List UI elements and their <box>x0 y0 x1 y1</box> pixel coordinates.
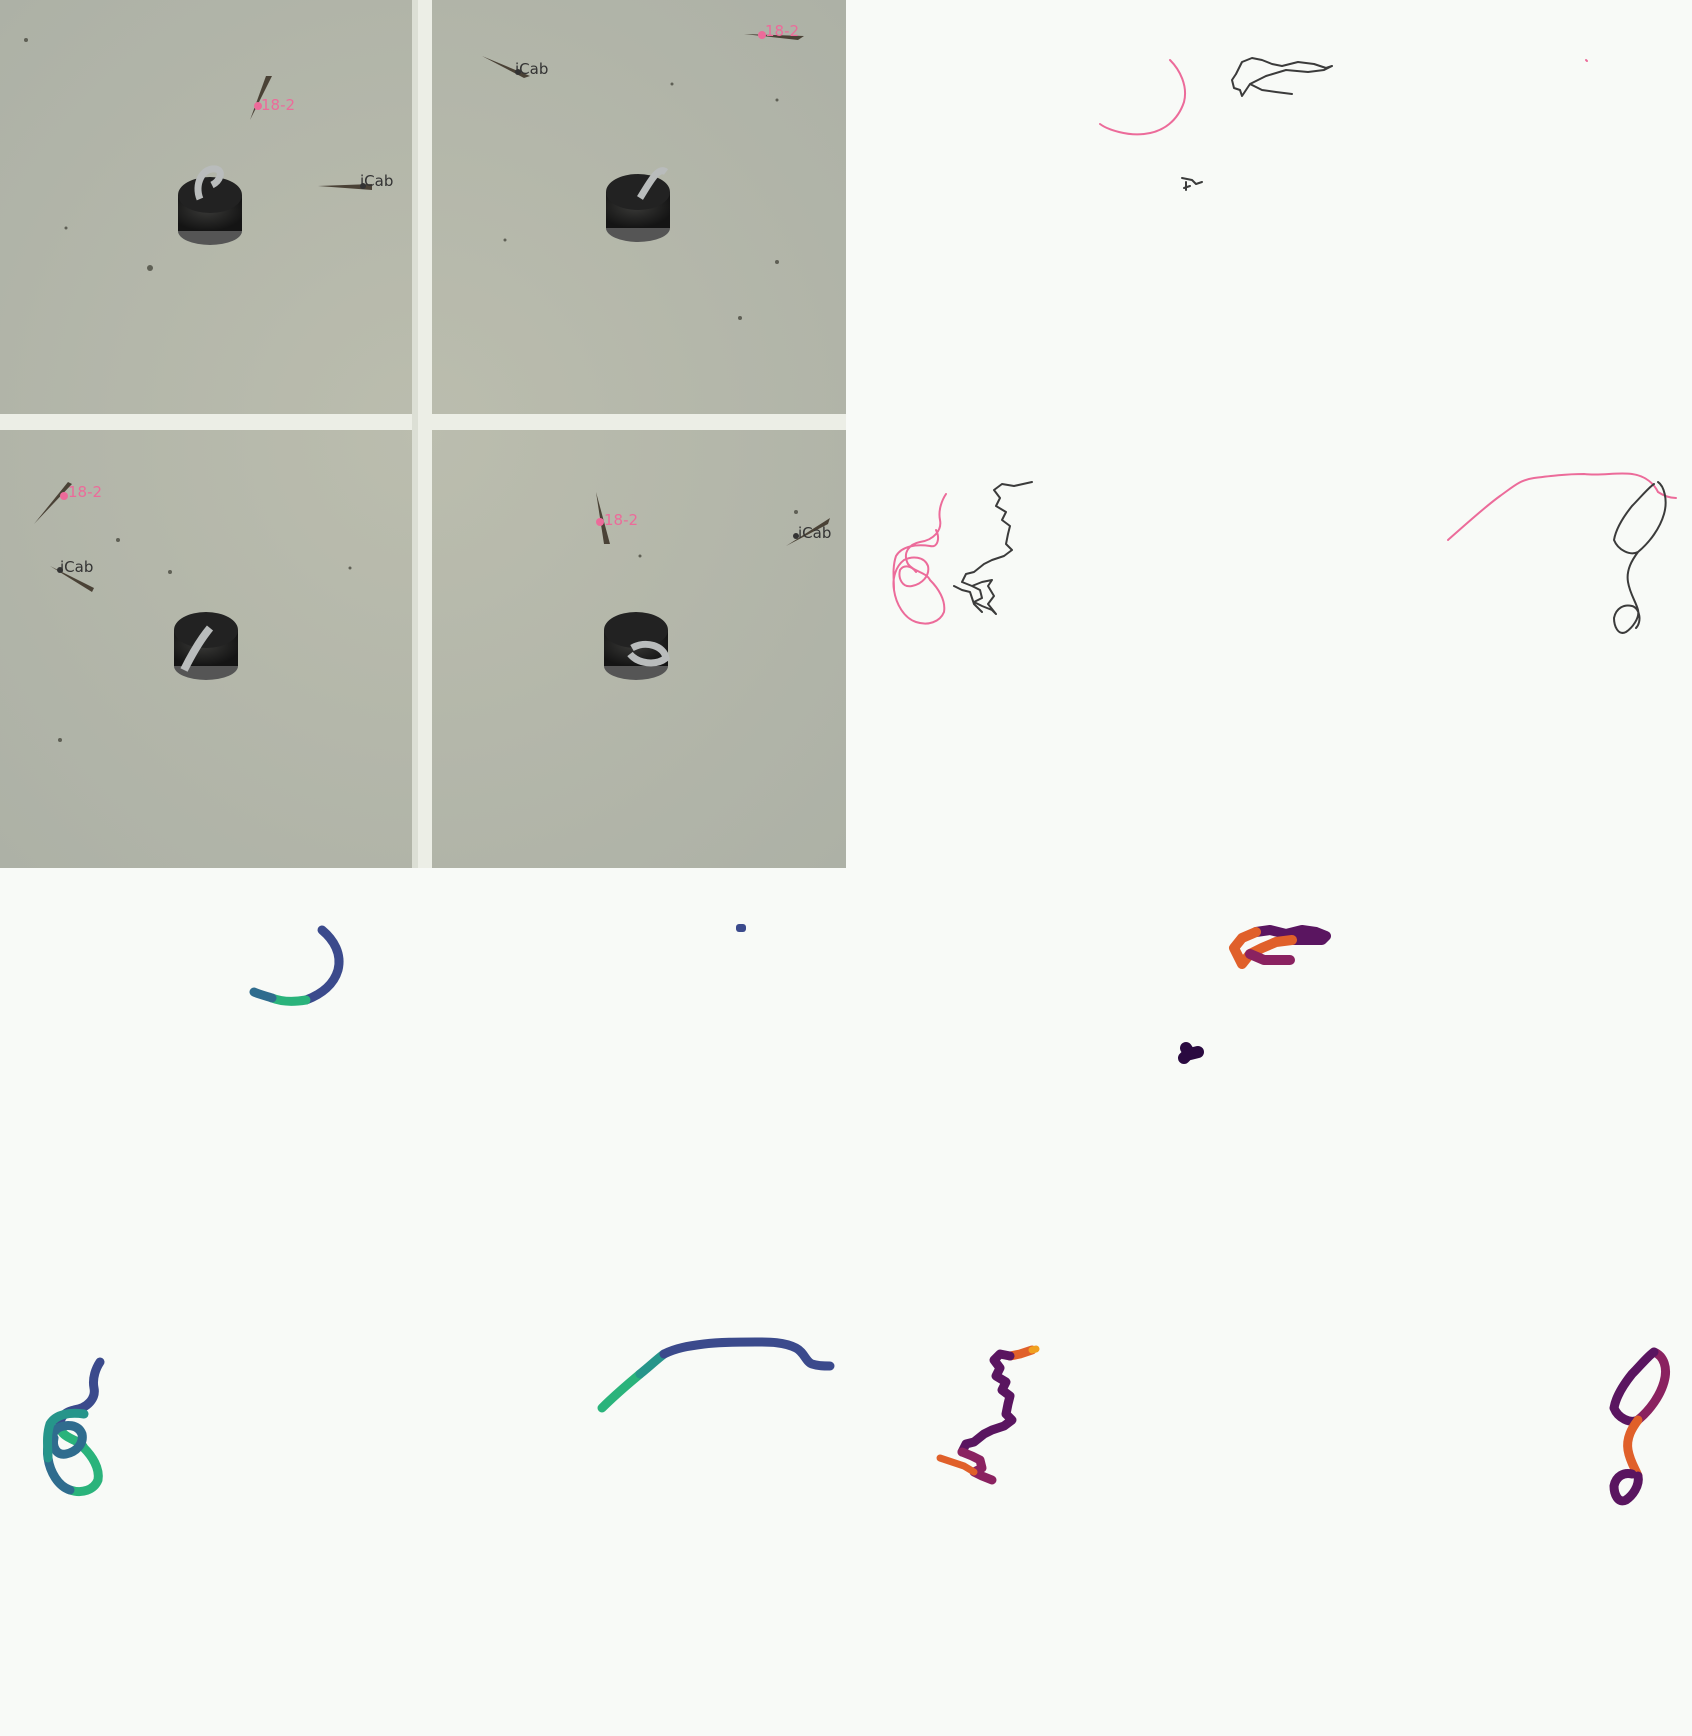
speed-trajectory-18-2 <box>249 987 277 1003</box>
fish-label-18-2: 18-2 <box>604 511 638 529</box>
speed-trajectory-icab <box>1178 1042 1204 1064</box>
trajectory-icab <box>1181 177 1203 191</box>
speed-trajectory-18-2 <box>43 1408 89 1463</box>
speed-trajectory-icab <box>736 924 746 932</box>
fish-label-icab: iCab <box>360 172 393 190</box>
speed-trajectory-icab <box>957 1349 1017 1457</box>
speed-trajectory-panel-cool <box>0 868 846 1736</box>
fish-label-18-2: 18-2 <box>261 96 295 114</box>
arena-post <box>604 612 670 680</box>
speed-trajectory-icab <box>1609 1469 1643 1506</box>
trajectory-18-2 <box>1099 59 1186 136</box>
arena-post <box>606 167 670 242</box>
speed-trajectory-icab <box>1245 949 1295 965</box>
speed-trajectory-plot-cool <box>43 924 835 1497</box>
trajectory-icab <box>953 481 1033 615</box>
speed-trajectory-18-2 <box>267 993 311 1006</box>
speed-trajectory-18-2 <box>301 925 344 1005</box>
trajectory-icab <box>1613 481 1667 634</box>
speed-trajectory-icab <box>1028 1345 1040 1354</box>
speed-trajectory-icab <box>1609 1347 1659 1426</box>
speed-trajectory-icab <box>957 1447 997 1485</box>
trajectory-icab <box>1231 57 1333 97</box>
speed-trajectory-18-2 <box>597 1369 645 1413</box>
arena-divider-horizontal <box>0 414 846 430</box>
trajectory-plot <box>892 57 1677 634</box>
fish-label-icab: iCab <box>798 524 831 542</box>
speed-trajectory-panel-warm <box>846 868 1692 1736</box>
fish-label-icab: iCab <box>60 558 93 576</box>
speed-trajectory-plot-warm <box>936 925 1671 1506</box>
speed-trajectory-icab <box>1633 1347 1671 1425</box>
fish-label-18-2: 18-2 <box>765 22 799 40</box>
speed-trajectory-icab <box>1623 1415 1643 1481</box>
trajectory-18-2 <box>1585 59 1588 62</box>
trajectory-panel <box>846 0 1692 868</box>
trajectory-18-2 <box>1447 472 1677 541</box>
arena-post <box>174 612 238 680</box>
speed-trajectory-icab <box>1251 925 1331 945</box>
video-frame-panel: 18-2 iCab iCab 18-2 18-2 iCab 18-2 iCab <box>0 0 846 868</box>
video-frame-image: 18-2 iCab iCab 18-2 18-2 iCab 18-2 iCab <box>0 0 846 868</box>
fish-label-18-2: 18-2 <box>68 483 102 501</box>
speed-trajectory-18-2 <box>659 1337 835 1371</box>
speed-trajectory-18-2 <box>57 1427 103 1497</box>
speed-trajectory-18-2 <box>635 1349 669 1379</box>
arena-post <box>178 165 242 245</box>
fish-marker-18-2 <box>60 31 766 526</box>
fish-label-icab: iCab <box>515 60 548 78</box>
trajectory-18-2 <box>892 493 947 625</box>
speed-trajectory-icab <box>936 1454 978 1476</box>
speed-trajectory-icab <box>1229 927 1297 969</box>
